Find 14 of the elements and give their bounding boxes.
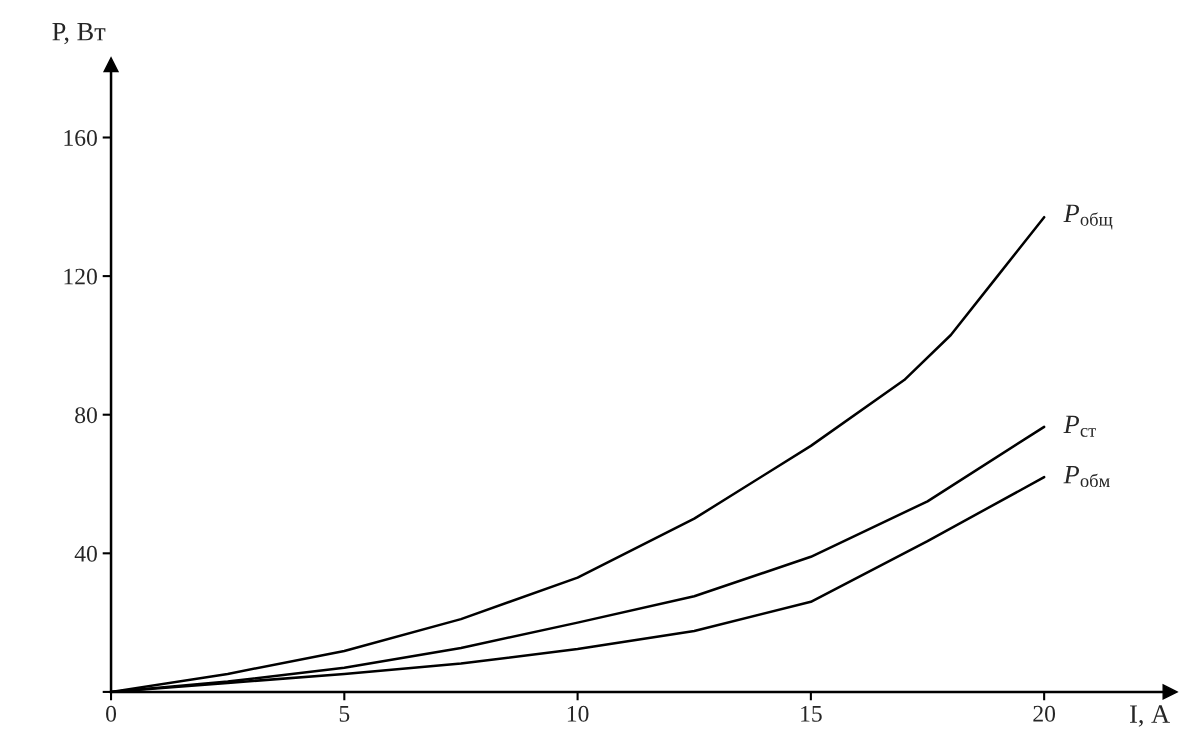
y-tick-label: 120	[64, 268, 97, 285]
series-label: P$_{обм}$	[1063, 466, 1110, 488]
y-tick-label: 40	[74, 545, 97, 562]
y-tick-label: 160	[64, 129, 97, 146]
x-tick-label: 0	[106, 705, 117, 722]
x-axis-title: I, А	[1130, 705, 1170, 727]
x-tick-label: 15	[801, 705, 822, 722]
y-axis-title: P, Вт	[52, 23, 106, 45]
x-tick-label: 10	[567, 705, 589, 722]
series-label: P$_{общ}$	[1063, 204, 1113, 230]
y-tick-label: 80	[75, 407, 97, 424]
x-tick-label: 20	[1033, 705, 1056, 722]
series-label: P$_{ст}$	[1063, 415, 1096, 437]
x-tick-label: 5	[339, 706, 350, 722]
